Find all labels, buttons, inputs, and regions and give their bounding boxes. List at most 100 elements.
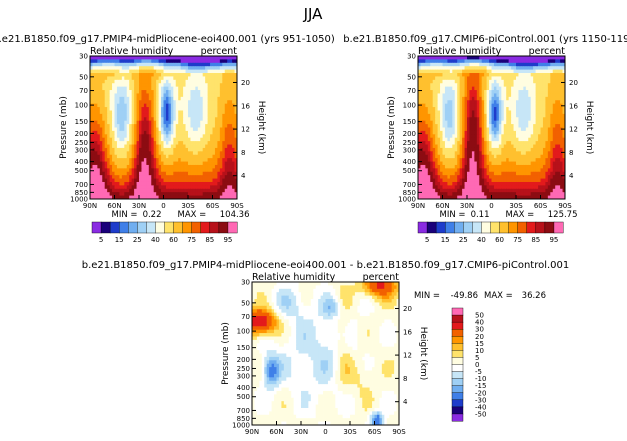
field-cell xyxy=(476,66,480,71)
field-cell xyxy=(467,175,470,179)
field-cell xyxy=(165,90,169,94)
field-cell xyxy=(462,73,465,77)
field-cell xyxy=(190,93,194,98)
field-cell xyxy=(104,181,108,186)
field-cell xyxy=(163,161,167,166)
field-cell xyxy=(197,147,201,152)
field-cell xyxy=(99,100,103,105)
field-cell xyxy=(222,100,226,105)
field-cell xyxy=(486,100,490,105)
field-cell xyxy=(430,127,434,132)
field-cell xyxy=(210,195,213,200)
field-cell xyxy=(493,107,497,111)
field-cell xyxy=(552,151,556,156)
field-cell xyxy=(479,188,483,193)
field-cell xyxy=(229,83,233,88)
field-cell xyxy=(462,83,465,88)
field-cell xyxy=(210,103,213,108)
field-cell xyxy=(148,59,152,64)
field-cell xyxy=(107,181,110,186)
field-cell xyxy=(99,161,103,166)
field-cell xyxy=(496,168,500,173)
field-cell xyxy=(134,113,137,118)
field-cell xyxy=(435,83,438,88)
field-cell xyxy=(557,151,561,156)
field-cell xyxy=(498,181,502,186)
field-cell xyxy=(92,113,96,118)
field-cell xyxy=(173,178,177,183)
field-cell xyxy=(459,69,463,74)
field-cell xyxy=(163,103,167,108)
field-cell xyxy=(222,76,226,81)
field-cell xyxy=(214,103,218,108)
field-cell xyxy=(131,93,135,98)
y-tick-label: 300 xyxy=(75,146,88,154)
field-cell xyxy=(94,66,98,71)
field-cell xyxy=(207,158,211,162)
field-cell xyxy=(146,56,150,60)
field-cell xyxy=(474,147,478,152)
field-cell xyxy=(151,86,155,91)
field-cell xyxy=(459,137,463,142)
field-cell xyxy=(474,164,478,169)
field-cell xyxy=(447,144,451,149)
field-cell xyxy=(471,56,475,60)
panel-left: b.e21.B1850.f09_g17.PMIP4-midPliocene-eo… xyxy=(0,34,335,244)
field-cell xyxy=(496,141,500,145)
field-cell xyxy=(452,147,456,152)
field-cell xyxy=(542,93,546,98)
field-cell xyxy=(114,124,118,128)
field-cell xyxy=(452,93,456,98)
field-cell xyxy=(190,83,194,88)
field-cell xyxy=(112,100,115,105)
field-cell xyxy=(459,134,463,139)
field-cell xyxy=(107,185,110,190)
field-cell xyxy=(219,117,223,122)
field-cell xyxy=(471,59,475,64)
field-cell xyxy=(491,178,495,183)
field-cell xyxy=(214,113,218,118)
field-cell xyxy=(454,117,458,122)
field-cell xyxy=(190,96,194,101)
field-cell xyxy=(560,141,563,145)
field-cell xyxy=(146,161,150,166)
field-cell xyxy=(229,137,233,142)
field-cell xyxy=(119,69,123,74)
field-cell xyxy=(484,69,487,74)
field-cell xyxy=(520,96,524,101)
field-cell xyxy=(540,164,544,169)
field-cell xyxy=(90,127,93,132)
field-cell xyxy=(188,76,191,81)
field-cell xyxy=(430,113,434,118)
field-cell xyxy=(518,130,522,135)
field-cell xyxy=(479,93,483,98)
field-cell xyxy=(476,107,480,111)
field-cell xyxy=(562,110,566,115)
field-cell xyxy=(493,164,497,169)
field-cell xyxy=(153,175,157,179)
field-cell xyxy=(516,141,519,145)
field-cell xyxy=(126,107,130,111)
field-cell xyxy=(124,161,128,166)
field-cell xyxy=(513,73,517,77)
field-cell xyxy=(119,178,123,183)
field-cell xyxy=(153,69,157,74)
field-cell xyxy=(503,144,507,149)
field-cell xyxy=(511,76,514,81)
field-cell xyxy=(496,93,500,98)
field-cell xyxy=(535,100,539,105)
field-cell xyxy=(195,188,199,193)
field-cell xyxy=(457,147,461,152)
field-cell xyxy=(92,79,96,84)
field-cell xyxy=(217,59,221,64)
field-cell xyxy=(173,195,177,200)
field-cell xyxy=(542,158,546,162)
field-cell xyxy=(124,113,128,118)
field-cell xyxy=(99,73,103,77)
field-cell xyxy=(90,69,93,74)
field-cell xyxy=(525,100,529,105)
field-cell xyxy=(188,147,191,152)
field-cell xyxy=(538,83,541,88)
field-cell xyxy=(219,76,223,81)
field-cell xyxy=(170,96,174,101)
